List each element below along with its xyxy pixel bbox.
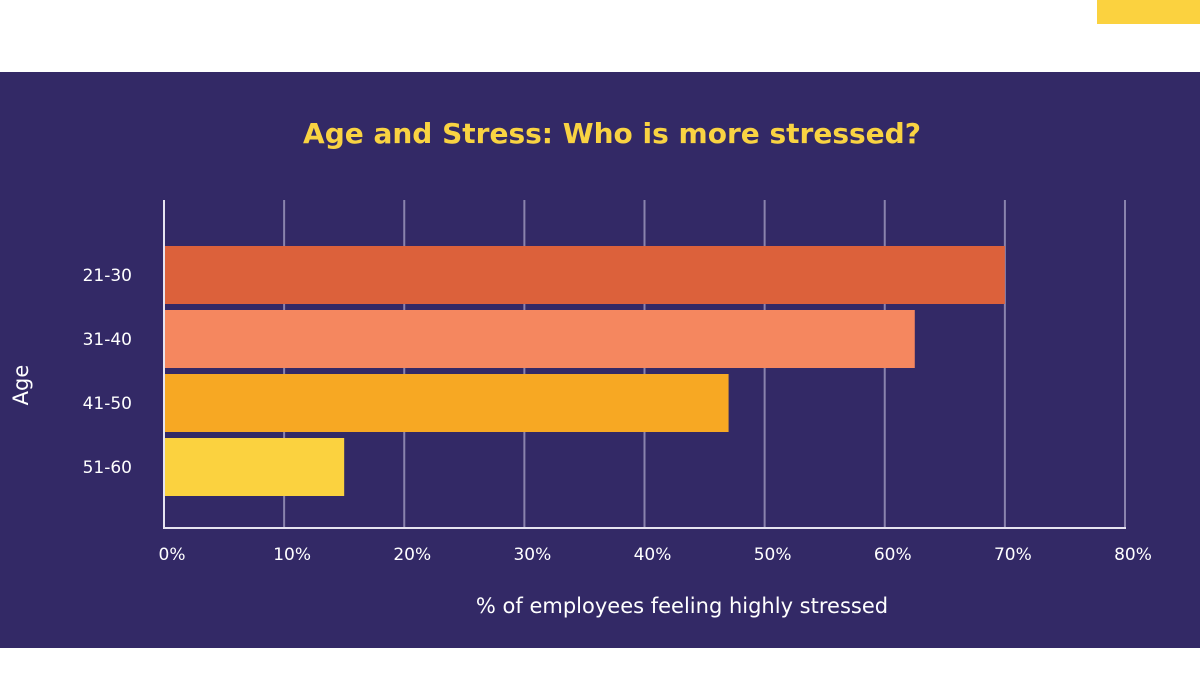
x-tick-label: 70% [994,545,1032,565]
bars [164,246,1005,496]
x-tick-label: 50% [754,545,792,565]
bar-31-40 [164,310,915,368]
x-tick-label: 20% [393,545,431,565]
y-tick-label: 21-30 [83,266,132,286]
y-tick-label: 31-40 [83,330,132,350]
x-tick-label: 60% [874,545,912,565]
x-tick-label: 30% [513,545,551,565]
x-tick-label: 40% [634,545,672,565]
x-tick-label: 0% [159,545,186,565]
x-tick-label: 10% [273,545,311,565]
x-axis-label: % of employees feeling highly stressed [476,594,888,618]
chart-title: Age and Stress: Who is more stressed? [303,117,921,150]
yellow-accent-block [1097,0,1200,24]
bar-51-60 [164,438,345,496]
y-axis-label: Age [9,365,33,406]
y-tick-labels: 21-30 31-40 41-50 51-60 [83,266,132,478]
x-tick-labels: 0% 10% 20% 30% 40% 50% 60% 70% 80% [159,545,1152,565]
bar-21-30 [164,246,1005,304]
bar-41-50 [164,374,729,432]
x-tick-label: 80% [1114,545,1152,565]
y-tick-label: 41-50 [83,394,132,414]
y-tick-label: 51-60 [83,458,132,478]
